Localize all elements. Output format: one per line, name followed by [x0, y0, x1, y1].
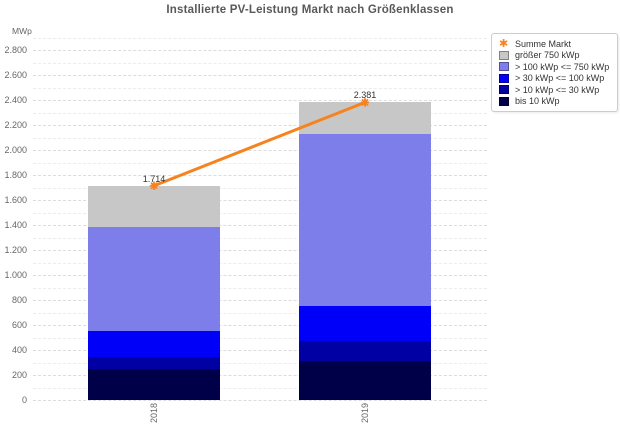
legend-label: > 100 kWp <= 750 kWp: [515, 61, 610, 72]
legend: ✱ Summe Markt größer 750 kWp > 100 kWp <= 7…: [491, 33, 618, 112]
bar-segment-2018[interactable]: [88, 185, 220, 227]
y-axis-tick-label: 0: [21, 395, 27, 405]
major-gridline: [33, 250, 487, 251]
bar-segment-2019[interactable]: [299, 134, 431, 306]
bar-segment-2019[interactable]: [299, 306, 431, 341]
legend-item[interactable]: bis 10 kWp: [499, 96, 613, 108]
minor-gridline: [33, 187, 487, 189]
major-gridline: [33, 75, 487, 76]
minor-gridline: [33, 262, 487, 264]
plot-area: [33, 35, 487, 401]
y-axis-tick-label: 2.800: [4, 45, 27, 55]
major-gridline: [33, 225, 487, 226]
y-axis-unit-label: MWp: [12, 26, 32, 36]
major-gridline: [33, 375, 487, 376]
major-gridline: [33, 300, 487, 301]
minor-gridline: [33, 362, 487, 364]
legend-label: bis 10 kWp: [515, 96, 560, 107]
legend-label: > 10 kWp <= 30 kWp: [515, 84, 600, 95]
minor-gridline: [33, 312, 487, 314]
y-axis-tick-label: 1.800: [4, 170, 27, 180]
legend-item[interactable]: > 10 kWp <= 30 kWp: [499, 84, 613, 96]
legend-swatch-icon: [499, 62, 509, 72]
legend-star-icon: ✱: [499, 37, 509, 50]
major-gridline: [33, 350, 487, 351]
y-axis-tick-label: 400: [11, 345, 27, 355]
bar-segment-2019[interactable]: [299, 102, 431, 135]
y-axis-tick-label: 1.400: [4, 220, 27, 230]
legend-swatch-icon: [499, 85, 509, 95]
legend-item[interactable]: größer 750 kWp: [499, 50, 613, 62]
minor-gridline: [33, 387, 487, 389]
total-value-label: 2.381: [353, 90, 377, 101]
minor-gridline: [33, 37, 487, 39]
bar-segment-2018[interactable]: [88, 368, 220, 400]
minor-gridline: [33, 212, 487, 214]
minor-gridline: [33, 287, 487, 289]
major-gridline: [33, 400, 487, 401]
legend-swatch-icon: [499, 96, 509, 106]
x-axis-tick-label: 2018: [149, 403, 159, 424]
legend-item[interactable]: > 30 kWp <= 100 kWp: [499, 73, 613, 85]
legend-item[interactable]: ✱ Summe Markt: [499, 38, 613, 50]
y-axis-tick-label: 1.200: [4, 245, 27, 255]
minor-gridline: [33, 62, 487, 64]
bar-segment-2018[interactable]: [88, 226, 220, 332]
minor-gridline: [33, 87, 487, 89]
y-axis-tick-label: 2.200: [4, 120, 27, 130]
y-axis-tick-label: 2.000: [4, 145, 27, 155]
major-gridline: [33, 50, 487, 51]
major-gridline: [33, 325, 487, 326]
bar-segment-2019[interactable]: [299, 341, 431, 361]
total-value-label: 1.714: [142, 173, 166, 184]
legend-swatch-icon: [499, 73, 509, 83]
major-gridline: [33, 275, 487, 276]
chart-title: Installierte PV-Leistung Markt nach Größ…: [166, 4, 454, 16]
x-axis-tick-label: 2019: [360, 403, 370, 424]
major-gridline: [33, 200, 487, 201]
legend-label: Summe Markt: [515, 38, 572, 49]
y-axis-tick-label: 1.600: [4, 195, 27, 205]
minor-gridline: [33, 337, 487, 339]
legend-label: größer 750 kWp: [515, 50, 580, 61]
legend-item[interactable]: > 100 kWp <= 750 kWp: [499, 61, 613, 73]
y-axis-tick-label: 800: [11, 295, 27, 305]
bar-segment-2019[interactable]: [299, 361, 431, 400]
y-axis-tick-label: 2.400: [4, 95, 27, 105]
bar-segment-2018[interactable]: [88, 331, 220, 357]
y-axis-tick-label: 600: [11, 320, 27, 330]
y-axis-tick-label: 2.600: [4, 70, 27, 80]
major-gridline: [33, 100, 487, 101]
minor-gridline: [33, 237, 487, 239]
bar-segment-2018[interactable]: [88, 356, 220, 369]
y-axis-tick-label: 1.000: [4, 270, 27, 280]
legend-swatch-icon: [499, 50, 509, 60]
legend-label: > 30 kWp <= 100 kWp: [515, 73, 605, 84]
y-axis-tick-label: 200: [11, 370, 27, 380]
